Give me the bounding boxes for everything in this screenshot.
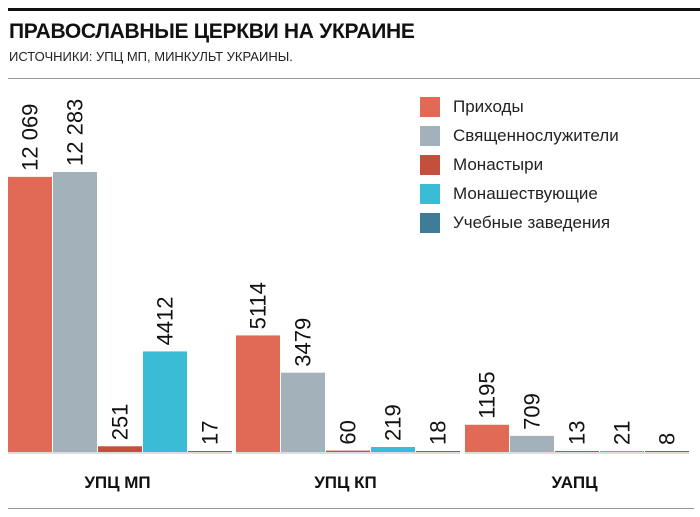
legend-item: Учебные заведения (420, 208, 619, 237)
data-label: 17 (198, 421, 223, 445)
data-label: 3479 (291, 318, 316, 367)
bar (98, 446, 142, 452)
bar (53, 172, 97, 452)
data-label: 21 (610, 421, 635, 445)
bar (416, 451, 460, 452)
legend-label: Учебные заведения (453, 212, 611, 232)
data-label: 12 283 (63, 99, 88, 166)
bar (326, 450, 370, 452)
legend-item: Монастыри (420, 150, 619, 179)
bar (510, 435, 554, 452)
bar (281, 372, 325, 452)
category-label: УПЦ КП (314, 473, 377, 492)
bar (8, 176, 52, 452)
legend-item: Монашествующие (420, 179, 619, 208)
bar (188, 451, 232, 452)
data-label: 13 (565, 421, 590, 445)
bar (555, 451, 599, 452)
group-baseline (236, 452, 460, 454)
data-label: 60 (336, 420, 361, 444)
legend-swatch (420, 212, 440, 233)
bar (645, 451, 689, 452)
bar (465, 424, 509, 452)
legend-label: Монашествующие (453, 183, 598, 203)
data-label: 4412 (153, 296, 178, 345)
legend-label: Священнослужители (453, 125, 619, 145)
legend-item: Священнослужители (420, 121, 619, 150)
legend-swatch (420, 125, 440, 146)
category-label: УАПЦ (552, 473, 599, 492)
chart-title: ПРАВОСЛАВНЫЕ ЦЕРКВИ НА УКРАИНЕ (9, 20, 415, 43)
bar (236, 335, 280, 452)
legend-swatch (420, 154, 440, 175)
legend: Приходы Священнослужители Монастыри Монашес… (420, 92, 619, 237)
data-label: 18 (426, 421, 451, 445)
data-label: 1195 (475, 371, 500, 418)
data-label: 219 (381, 404, 406, 441)
bar (143, 351, 187, 452)
chart-subtitle: ИСТОЧНИКИ: УПЦ МП, МИНКУЛЬТ УКРАИНЫ. (9, 49, 293, 64)
data-label: 12 069 (18, 104, 43, 171)
bar (600, 451, 644, 452)
bar (371, 447, 415, 452)
legend-item: Приходы (420, 92, 619, 121)
legend-swatch (420, 183, 440, 204)
data-label: 5114 (246, 282, 271, 329)
group-baseline (8, 452, 232, 454)
top-rule (8, 8, 700, 11)
category-label: УПЦ МП (84, 473, 150, 492)
legend-label: Приходы (453, 96, 524, 116)
header-divider (8, 78, 700, 79)
legend-swatch (420, 96, 440, 117)
data-label: 8 (655, 433, 680, 445)
group-baseline (465, 452, 689, 454)
data-label: 709 (520, 393, 545, 430)
legend-label: Монастыри (453, 154, 544, 174)
data-label: 251 (108, 404, 133, 441)
bottom-rule (8, 508, 694, 509)
